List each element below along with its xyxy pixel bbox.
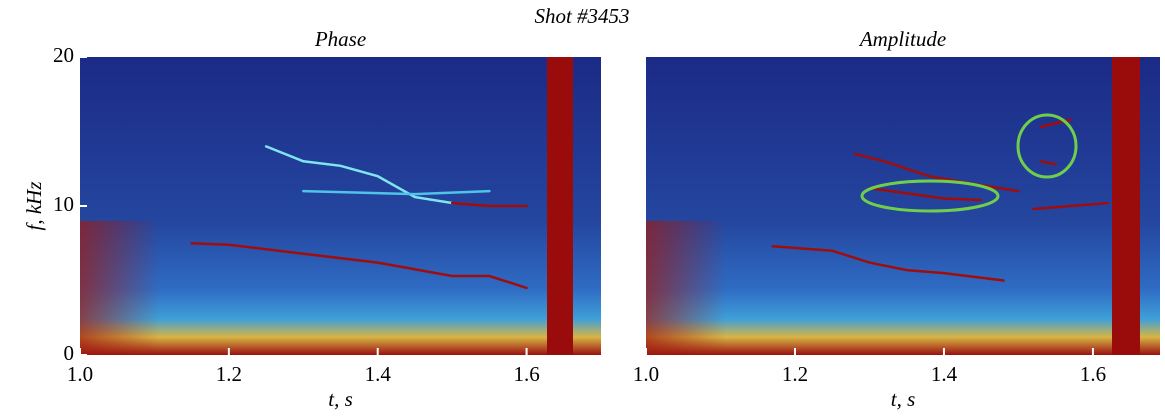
mode-ridge [1039, 160, 1057, 166]
highlight-ellipse [860, 179, 1000, 213]
low-frequency-noise [80, 220, 160, 355]
mode-ridge [868, 186, 983, 202]
x-tick-label: 1.4 [931, 362, 958, 386]
y-tick-label: 10 [53, 192, 74, 216]
x-tick-label: 1.2 [216, 362, 242, 386]
panel-title: Phase [314, 27, 366, 51]
panel-title: Amplitude [858, 27, 946, 51]
mode-ridge [771, 244, 1005, 282]
x-tick-label: 1.6 [513, 362, 539, 386]
y-tick-label: 0 [64, 341, 75, 365]
y-tick-label: 20 [53, 43, 74, 67]
x-tick-label: 1.0 [67, 362, 93, 386]
x-tick-label: 1.4 [365, 362, 392, 386]
x-tick-label: 1.0 [633, 362, 659, 386]
mode-ridge [264, 145, 454, 205]
low-frequency-noise [646, 220, 726, 355]
mode-ridge [1032, 201, 1110, 211]
figure-title: Shot #3453 [534, 4, 629, 28]
x-tick-label: 1.6 [1080, 362, 1106, 386]
x-axis-label: t, s [328, 387, 353, 411]
x-axis-label: t, s [891, 387, 916, 411]
mode-ridge [190, 242, 528, 290]
x-tick-label: 1.2 [782, 362, 808, 386]
broadband-burst [1112, 57, 1140, 355]
highlight-circle [1016, 113, 1078, 179]
mode-ridge [302, 189, 491, 196]
broadband-burst [547, 57, 573, 355]
mode-ridge [853, 152, 1020, 193]
y-axis-label: f, kHz [22, 182, 46, 231]
mode-ridge [450, 201, 528, 208]
